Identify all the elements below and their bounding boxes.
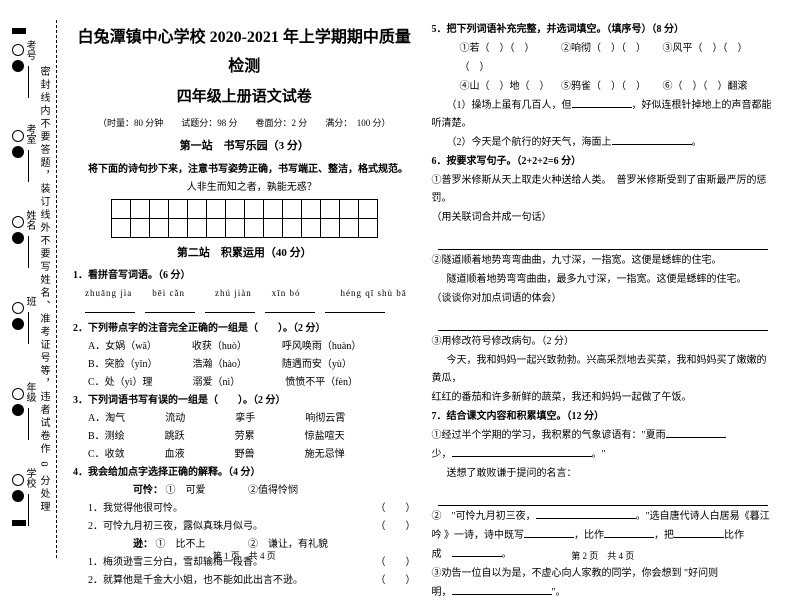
doc-meta: （时量：80 分钟 试题分：98 分 卷面分：2 分 满分： 100 分） — [73, 115, 416, 131]
doc-title: 白兔潭镇中心学校 2020-2021 年上学期期中质量检测 — [73, 24, 416, 82]
answer-line — [438, 229, 769, 250]
footer-right: 第 2 页 共 4 页 — [424, 548, 783, 564]
q3-c: C．收敛 血液 野兽 施无忌惮 — [73, 446, 416, 464]
q3-b: B．测绘 跳跃 劳累 惊盐喧天 — [73, 428, 416, 446]
q3-a: A．淘气 流动 挛手 响彻云霄 — [73, 410, 416, 428]
answer-line — [438, 485, 769, 506]
doc-subtitle: 四年级上册语文试卷 — [73, 84, 416, 111]
q3-title: 3．下列词语书写有误的一组是（ ）。（2 分） — [73, 392, 416, 410]
section-1-heading: 第一站 书写乐园（3 分） — [73, 137, 416, 157]
footer-left: 第 1 页 共 4 页 — [65, 548, 424, 564]
s1-sentence: 人非生而知之者，孰能无惑？ — [73, 179, 416, 197]
q2-title: 2．下列带点字的注音完全正确的一组是（ ）。（2 分） — [73, 320, 416, 338]
section-2-heading: 第二站 积累运用（40 分） — [73, 244, 416, 264]
binding-note: 密封线内不要答题，装订线外不要写姓名、准考证号等，违者试卷作 0 分处理 — [36, 30, 51, 550]
q4-title: 4．我会给加点字选择正确的解释。（4 分） — [73, 464, 416, 482]
s1-instruction: 将下面的诗句抄下来，注意书写姿势正确，书写端正、整洁，格式规范。 — [73, 161, 416, 179]
q2-c: C．处（yì）理 溺爱（nì） 愤愤不平（fèn） — [73, 374, 416, 392]
page-left: 白兔潭镇中心学校 2020-2021 年上学期期中质量检测 四年级上册语文试卷 … — [65, 20, 424, 558]
q1-pinyin: zhuāng jia bēi cǎn zhú jiàn xīn bó héng … — [73, 285, 416, 301]
writing-grid — [111, 199, 378, 238]
answer-line — [438, 310, 769, 331]
q1-title: 1．看拼音写词语。（6 分） — [73, 267, 416, 285]
q6-title: 6．按要求写句子。（2+2+2=6 分） — [432, 153, 775, 171]
page-right: 5．把下列词语补充完整，并选词填空。（填序号）（8 分） ①若（ ）（ ） ②响… — [424, 20, 783, 558]
binding-strip: 密封线内不要答题，装订线外不要写姓名、准考证号等，违者试卷作 0 分处理 考号 … — [8, 20, 57, 558]
q7-title: 7．结合课文内容和积累填空。（12 分） — [432, 408, 775, 426]
q5-title: 5．把下列词语补充完整，并选词填空。（填序号）（8 分） — [432, 21, 775, 39]
q2-b: B．突脸（yǐn） 浩瀚（hào） 随遇而安（yù） — [73, 356, 416, 374]
q2-a: A．女娲（wā） 收获（huò） 呼风唤雨（huàn） — [73, 338, 416, 356]
